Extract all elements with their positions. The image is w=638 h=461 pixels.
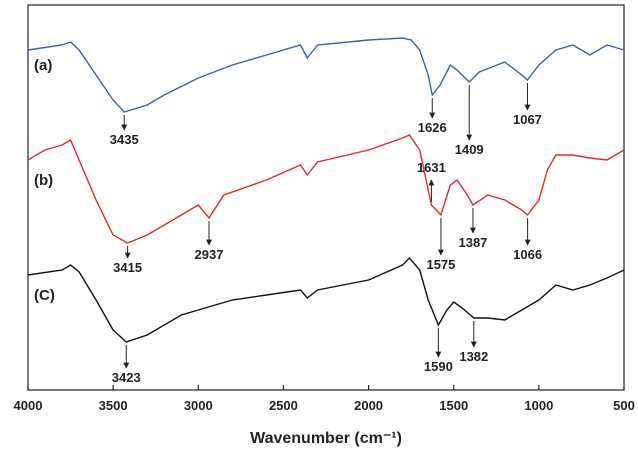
plot-frame	[27, 4, 625, 391]
peak-label: 1575	[426, 257, 455, 272]
peak-label: 1066	[513, 247, 542, 262]
series-label: (b)	[34, 172, 53, 189]
x-tick-label: 500	[613, 398, 635, 413]
x-axis-title: Wavenumber (cm⁻¹)	[250, 430, 402, 447]
peak-label: 1382	[459, 349, 488, 364]
series-label: (a)	[34, 57, 52, 74]
peak-label: 1067	[513, 112, 542, 127]
x-tick-label: 2500	[269, 398, 298, 413]
x-tick-label: 4000	[14, 398, 43, 413]
x-tick-label: 3000	[184, 398, 213, 413]
peak-label: 3415	[113, 260, 142, 275]
x-tick-label: 1500	[439, 398, 468, 413]
peak-label: 1626	[418, 120, 447, 135]
peak-label: 3435	[110, 132, 139, 147]
peak-label: 1409	[455, 142, 484, 157]
peak-label: 1387	[458, 235, 487, 250]
peak-label: 1631	[417, 160, 446, 175]
spectrum-line	[27, 37, 625, 113]
spectrum-line	[27, 256, 625, 343]
x-tick-label: 3500	[99, 398, 128, 413]
spectrum-line	[27, 134, 625, 244]
peak-label: 1590	[424, 359, 453, 374]
series-label: (C)	[34, 287, 55, 304]
peak-label: 3423	[112, 370, 141, 385]
x-tick-label: 1000	[524, 398, 553, 413]
x-tick-label: 2000	[354, 398, 383, 413]
peak-label: 2937	[195, 247, 224, 262]
